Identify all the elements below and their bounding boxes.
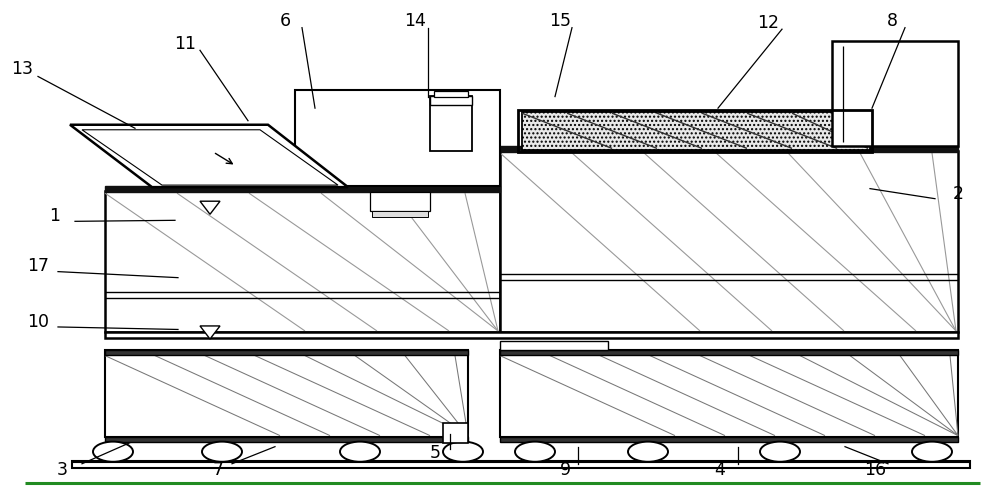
Polygon shape	[500, 146, 958, 152]
Text: 13: 13	[11, 60, 33, 78]
Text: 16: 16	[864, 461, 886, 479]
Polygon shape	[500, 151, 958, 332]
Circle shape	[912, 442, 952, 462]
Polygon shape	[70, 125, 348, 187]
Text: 4: 4	[715, 461, 725, 479]
Polygon shape	[443, 423, 468, 443]
Polygon shape	[295, 90, 500, 186]
Text: 11: 11	[174, 35, 196, 53]
Text: 17: 17	[27, 257, 49, 275]
Text: 6: 6	[279, 12, 291, 30]
Text: 10: 10	[27, 313, 49, 331]
Polygon shape	[430, 96, 472, 105]
Circle shape	[628, 442, 668, 462]
Text: 2: 2	[952, 185, 964, 203]
Text: 12: 12	[757, 14, 779, 32]
Text: 5: 5	[430, 444, 440, 462]
Polygon shape	[430, 96, 472, 151]
Circle shape	[202, 442, 242, 462]
Circle shape	[93, 442, 133, 462]
Text: 14: 14	[404, 12, 426, 30]
Polygon shape	[105, 186, 500, 192]
Polygon shape	[500, 350, 958, 355]
Text: 3: 3	[56, 461, 68, 479]
Circle shape	[515, 442, 555, 462]
Circle shape	[340, 442, 380, 462]
Polygon shape	[105, 350, 468, 355]
Polygon shape	[200, 201, 220, 214]
Polygon shape	[105, 350, 468, 437]
Polygon shape	[372, 211, 428, 217]
Text: 1: 1	[50, 207, 60, 225]
Polygon shape	[500, 341, 608, 350]
Text: 7: 7	[212, 461, 224, 479]
Polygon shape	[105, 191, 500, 332]
Text: 9: 9	[559, 461, 571, 479]
Circle shape	[443, 442, 483, 462]
Polygon shape	[105, 332, 958, 338]
Text: 8: 8	[887, 12, 898, 30]
Polygon shape	[105, 437, 468, 442]
Polygon shape	[522, 112, 870, 150]
Circle shape	[760, 442, 800, 462]
Polygon shape	[82, 130, 338, 185]
Text: 15: 15	[549, 12, 571, 30]
Polygon shape	[434, 91, 468, 97]
Polygon shape	[200, 326, 220, 339]
Polygon shape	[370, 192, 430, 211]
Polygon shape	[72, 461, 970, 468]
Polygon shape	[832, 41, 958, 146]
Polygon shape	[500, 437, 958, 442]
Polygon shape	[500, 350, 958, 437]
